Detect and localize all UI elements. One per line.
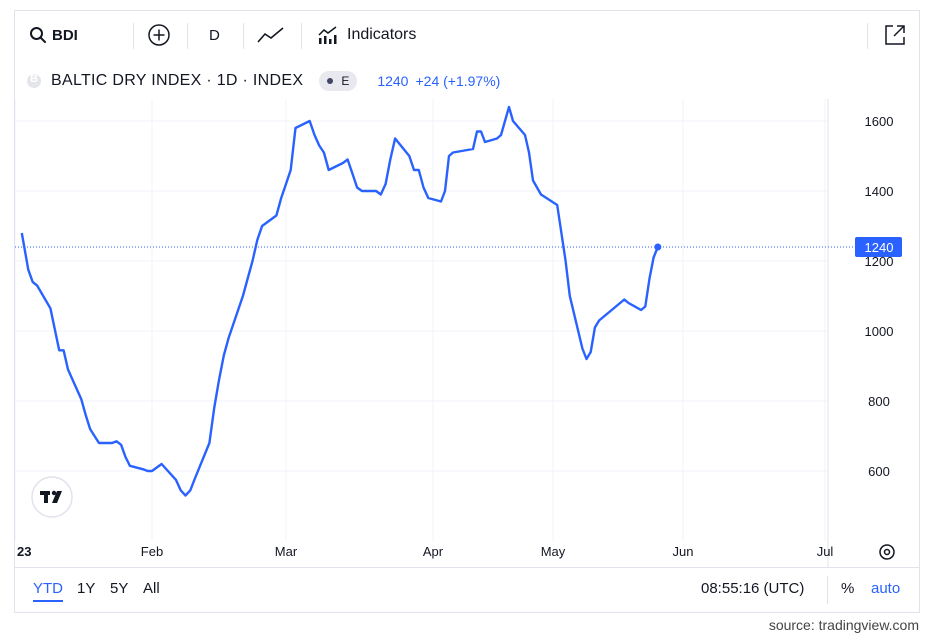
toolbar-divider: [867, 23, 868, 49]
indicators-label: Indicators: [347, 26, 417, 43]
last-price-dot: [654, 243, 662, 251]
legend-change: +24 (+1.97%): [415, 73, 501, 89]
line-chart-icon: [257, 27, 284, 43]
range-label: YTD: [33, 580, 63, 597]
toolbar-divider: [243, 23, 244, 49]
clock-timezone[interactable]: 08:55:16 (UTC): [701, 580, 805, 597]
plus-circle-icon: [148, 24, 170, 46]
tradingview-logo[interactable]: [31, 476, 73, 518]
chart-style-button[interactable]: [257, 23, 285, 47]
x-tick-label: Feb: [141, 544, 163, 559]
data-status-badge[interactable]: E: [319, 71, 358, 91]
top-toolbar: BDI D Indicators: [15, 11, 919, 59]
x-tick-label: Apr: [423, 544, 444, 559]
gear-icon: [879, 544, 895, 560]
range-button-1y[interactable]: 1Y: [77, 580, 96, 597]
percent-scale-toggle[interactable]: %: [841, 580, 855, 597]
price-tag-label: 1240: [865, 240, 894, 255]
indicators-icon: [318, 26, 337, 44]
compare-symbol-button[interactable]: [147, 23, 171, 47]
x-tick-label: May: [541, 544, 566, 559]
price-tag-badge: [855, 237, 902, 257]
active-range-underline: [33, 600, 63, 602]
logo-tv-icon: [51, 490, 57, 496]
y-tick-label: 800: [868, 394, 890, 409]
range-button-all[interactable]: All: [143, 580, 160, 597]
search-icon: [30, 27, 46, 43]
range-button-ytd[interactable]: YTD: [33, 580, 63, 602]
logo-tv-icon: [52, 491, 62, 503]
logo-tv-icon: [44, 491, 48, 503]
status-dot-icon: [327, 78, 334, 84]
y-tick-label: 1000: [865, 324, 894, 339]
y-tick-label: 1600: [865, 114, 894, 129]
x-tick-label: Mar: [275, 544, 298, 559]
y-tick-label: 600: [868, 464, 890, 479]
bottombar-divider: [827, 576, 828, 604]
toolbar-divider: [187, 23, 188, 49]
x-tick-label: Jun: [673, 544, 694, 559]
logo-circle: [31, 476, 73, 518]
symbol-label: BDI: [52, 26, 78, 44]
symbol-search-button[interactable]: BDI: [29, 23, 78, 47]
legend-last-value: 1240: [377, 73, 409, 89]
y-tick-label: 1200: [865, 254, 894, 269]
legend-values: 1240 +24 (+1.97%): [377, 73, 507, 89]
chart-settings-button[interactable]: [879, 544, 895, 560]
series-line-bdi: [20, 105, 659, 497]
price-chart[interactable]: 600 800 1000 1200 1400 1600 23 Feb Mar Apr May Jun…: [15, 11, 919, 567]
source-credit: source: tradingview.com: [768, 617, 919, 633]
chart-widget: BDI D Indicators: [14, 10, 920, 613]
auto-scale-toggle[interactable]: auto: [871, 580, 901, 597]
external-link-icon: [885, 25, 905, 45]
bottom-toolbar: YTD 1Y 5Y All 08:55:16 (UTC) % auto: [15, 567, 919, 612]
toolbar-divider: [133, 23, 134, 49]
y-tick-label: 1400: [865, 184, 894, 199]
x-tick-label: Jul: [817, 544, 834, 559]
indicators-button[interactable]: Indicators: [317, 23, 416, 47]
gear-icon: [883, 548, 891, 556]
x-tick-label: 23: [17, 544, 31, 559]
symbol-logo-icon: [27, 73, 41, 88]
legend-title: BALTIC DRY INDEX · 1D · INDEX: [51, 72, 304, 89]
interval-button[interactable]: D: [209, 26, 220, 44]
chart-legend: BALTIC DRY INDEX · 1D · INDEX E 1240 +24 …: [27, 69, 507, 93]
toolbar-divider: [301, 23, 302, 49]
fullscreen-button[interactable]: [883, 23, 907, 47]
badge-label: E: [341, 74, 350, 88]
range-button-5y[interactable]: 5Y: [110, 580, 129, 597]
